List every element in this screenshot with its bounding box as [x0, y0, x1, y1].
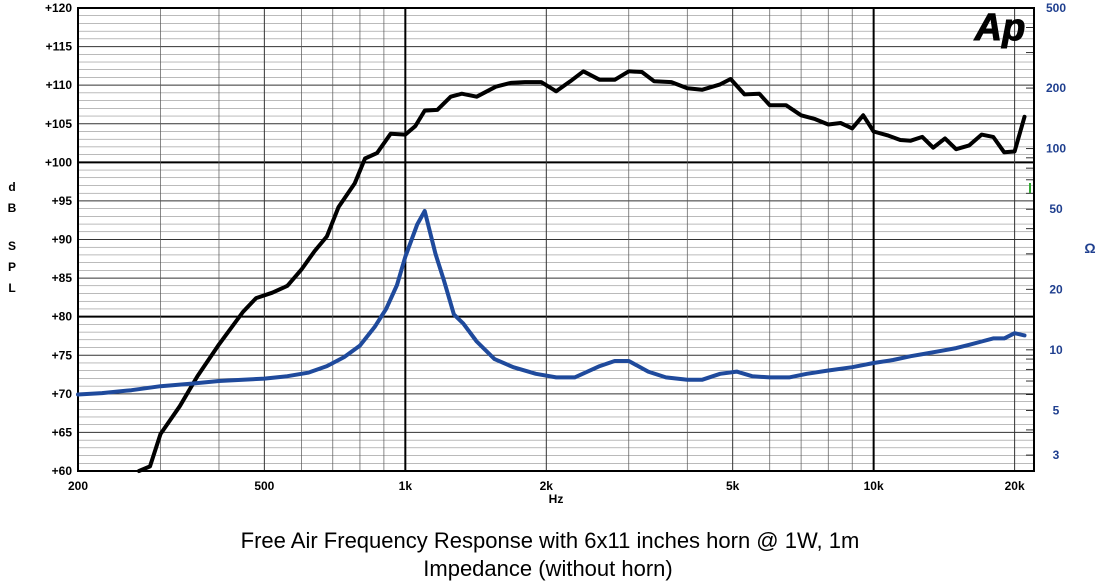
y-tick-label: +100	[45, 155, 72, 169]
x-axis-label: Hz	[549, 492, 564, 506]
impedance-line	[76, 209, 1027, 397]
y-tick-label: +70	[52, 387, 73, 401]
x-tick-label: 2k	[540, 479, 554, 493]
plot-frame	[77, 7, 1035, 472]
y2-tick-label: 10	[1049, 343, 1063, 357]
y-axis-label-letter: B	[8, 201, 17, 215]
y-axis-label-left: d B S P L	[8, 180, 17, 295]
y-axis-label-right: Ω	[1084, 240, 1095, 256]
ap-logo-text: Ap	[974, 7, 1026, 49]
y-axis-label-letter: d	[8, 180, 15, 194]
x-tick-label: 500	[254, 479, 274, 493]
y-tick-label: +85	[52, 271, 73, 285]
y-axis-label-letter: P	[8, 260, 16, 274]
plot-border	[77, 7, 1035, 472]
series-group	[76, 69, 1027, 473]
x-tick-label: 5k	[726, 479, 740, 493]
spl-line	[137, 69, 1027, 473]
y2-tick-label: 200	[1046, 81, 1066, 95]
y-axis-label-letter: L	[8, 281, 15, 295]
x-tick-label: 1k	[399, 479, 413, 493]
y-tick-label: +80	[52, 310, 73, 324]
grid	[78, 7, 1034, 472]
x-axis-ticks: 200 500 1k 2k 5k 10k 20k	[68, 479, 1025, 493]
y-tick-label: +110	[46, 78, 73, 92]
y2-tick-label: 50	[1049, 202, 1063, 216]
chart-title: Free Air Frequency Response with 6x11 in…	[241, 528, 860, 553]
y-tick-label: +75	[52, 348, 73, 362]
y2-tick-label: 5	[1053, 403, 1060, 417]
y-tick-label: +105	[45, 117, 72, 131]
y-tick-label: +120	[45, 1, 72, 15]
y2-tick-label: 3	[1053, 448, 1060, 462]
chart-subtitle: Impedance (without horn)	[423, 556, 672, 581]
y-axis-label-letter: S	[8, 239, 16, 253]
y-tick-label: +60	[52, 464, 73, 478]
y-tick-label: +90	[52, 233, 73, 247]
y-tick-label: +115	[46, 40, 73, 54]
y2-tick-label: 100	[1046, 142, 1066, 156]
x-tick-label: 20k	[1005, 479, 1025, 493]
y2-tick-label: 500	[1046, 1, 1066, 15]
x-tick-label: 200	[68, 479, 88, 493]
y2-tick-label: 20	[1049, 282, 1063, 296]
x-tick-label: 10k	[864, 479, 884, 493]
y-tick-label: +95	[52, 194, 73, 208]
left-axis-ticks: +60 +65 +70 +75 +80 +85 +90 +95 +100 +105 +110 +115…	[45, 1, 72, 478]
right-axis-ticks: 3 5 10 20 50 100 200 500	[1046, 1, 1066, 462]
ap-logo: Ap	[973, 7, 1026, 50]
y-tick-label: +65	[52, 425, 73, 439]
